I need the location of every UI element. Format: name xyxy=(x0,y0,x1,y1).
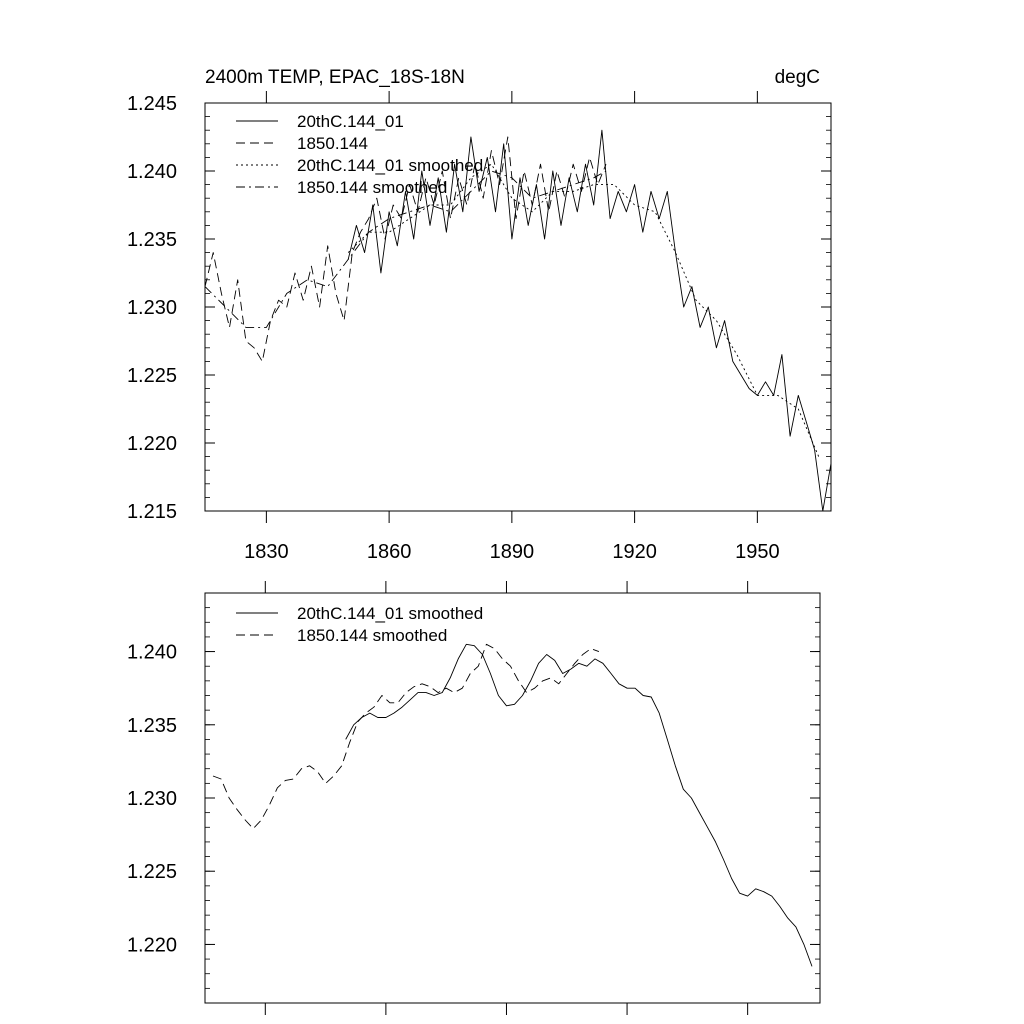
top-x-tick-label: 1920 xyxy=(612,541,657,563)
bottom-panel: 1.220 1.225 1.230 1.235 1.240 20thC.144_01 s… xyxy=(127,581,821,1015)
top-legend-label: 20thC.144_01 smoothed xyxy=(297,156,483,175)
top-y-tick-label: 1.220 xyxy=(127,433,177,455)
bottom-legend-label: 20thC.144_01 smoothed xyxy=(297,604,483,623)
top-x-tick-label: 1860 xyxy=(367,541,412,563)
bottom-y-tick-label: 1.230 xyxy=(127,788,177,810)
top-series-line-3 xyxy=(347,163,820,457)
top-legend-label: 1850.144 smoothed xyxy=(297,178,447,197)
bottom-y-tick-label: 1.240 xyxy=(127,642,177,664)
top-panel: 2400m TEMP, EPAC_18S-18N degC 1.215 1.220… xyxy=(127,67,832,563)
bottom-series-line-2 xyxy=(212,643,600,830)
bottom-y-tick-label: 1.220 xyxy=(127,934,177,956)
chart-title: 2400m TEMP, EPAC_18S-18N xyxy=(205,67,465,88)
top-x-tick-label: 1950 xyxy=(735,541,780,563)
top-y-tick-label: 1.240 xyxy=(127,161,177,183)
top-legend-label: 20thC.144_01 xyxy=(297,112,404,131)
top-legend-label: 1850.144 xyxy=(297,134,368,153)
top-series-line-1 xyxy=(347,129,832,512)
top-y-tick-label: 1.235 xyxy=(127,229,177,251)
bottom-y-tick-label: 1.235 xyxy=(127,715,177,737)
top-y-tick-label: 1.215 xyxy=(127,501,177,523)
bottom-y-tick-label: 1.225 xyxy=(127,861,177,883)
top-series-line-4 xyxy=(204,170,607,328)
bottom-legend: 20thC.144_01 smoothed 1850.144 smoothed xyxy=(236,604,483,645)
top-y-tick-label: 1.245 xyxy=(127,93,177,115)
bottom-legend-label: 1850.144 smoothed xyxy=(297,626,447,645)
top-ticks: 1.215 1.220 1.225 1.230 1.235 1.240 1.245 1830 1… xyxy=(127,91,831,563)
bottom-series-group xyxy=(212,643,813,967)
bottom-series-line-1 xyxy=(345,643,813,967)
bottom-ticks: 1.220 1.225 1.230 1.235 1.240 xyxy=(127,581,820,1015)
top-y-tick-label: 1.230 xyxy=(127,297,177,319)
units-label: degC xyxy=(775,67,820,88)
top-y-tick-label: 1.225 xyxy=(127,365,177,387)
top-legend: 20thC.144_01 1850.144 20thC.144_01 smoothe… xyxy=(236,112,483,197)
top-series-group xyxy=(204,129,832,512)
top-x-tick-label: 1830 xyxy=(244,541,289,563)
top-x-tick-label: 1890 xyxy=(490,541,535,563)
bottom-plot-frame xyxy=(204,592,821,1004)
